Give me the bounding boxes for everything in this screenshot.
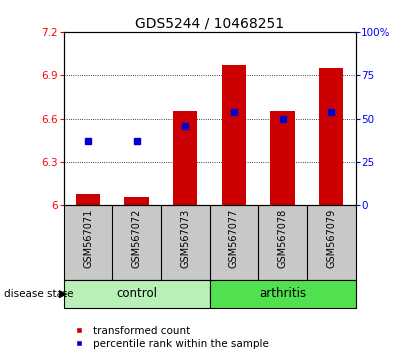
Bar — [222, 65, 246, 205]
Text: arthritis: arthritis — [259, 287, 306, 300]
Bar — [210, 280, 356, 308]
Bar — [64, 280, 210, 308]
Legend: transformed count, percentile rank within the sample: transformed count, percentile rank withi… — [69, 326, 269, 349]
Text: GSM567079: GSM567079 — [326, 209, 336, 268]
Bar — [270, 112, 295, 205]
Bar — [319, 68, 343, 205]
Bar — [125, 197, 149, 205]
Text: GSM567072: GSM567072 — [132, 209, 142, 268]
Text: control: control — [116, 287, 157, 300]
Bar — [76, 194, 100, 205]
Text: GSM567073: GSM567073 — [180, 209, 190, 268]
Text: GSM567077: GSM567077 — [229, 209, 239, 268]
Text: GSM567071: GSM567071 — [83, 209, 93, 268]
Text: ▶: ▶ — [59, 289, 67, 299]
Bar — [173, 112, 197, 205]
Title: GDS5244 / 10468251: GDS5244 / 10468251 — [135, 17, 284, 31]
Text: disease state: disease state — [4, 289, 74, 299]
Text: GSM567078: GSM567078 — [277, 209, 288, 268]
